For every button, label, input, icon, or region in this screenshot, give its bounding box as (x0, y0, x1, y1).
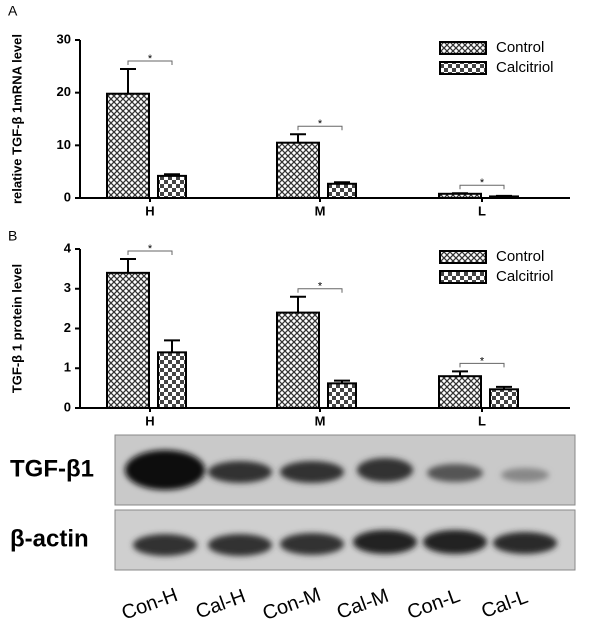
x-tick-label: M (315, 203, 326, 218)
bar (438, 192, 482, 199)
error-bar (452, 192, 468, 195)
significance-bracket (459, 362, 505, 368)
x-tick-label: M (315, 413, 326, 428)
blot-row-label: β-actin (10, 525, 89, 552)
legend-swatch (439, 270, 487, 284)
significance-bracket (297, 125, 343, 131)
bar (157, 351, 187, 410)
error-bar (496, 194, 512, 197)
x-tick-label: H (145, 413, 154, 428)
error-bar (290, 295, 306, 313)
panel-label: A (8, 3, 18, 19)
error-bar (334, 181, 350, 184)
bar (438, 375, 482, 410)
x-tick-label: H (145, 203, 154, 218)
x-tick-label: L (478, 413, 486, 428)
error-bar (120, 257, 136, 273)
y-tick-label: 20 (57, 84, 71, 99)
y-tick-label: 4 (64, 240, 72, 255)
western-blot: TGF-β1 β-actin (10, 434, 576, 571)
y-axis-label: relative TGF-β 1mRNA level (9, 34, 24, 204)
legend-swatch (439, 250, 487, 264)
x-tick-label: L (478, 203, 486, 218)
significance-bracket (127, 60, 173, 65)
significance-mark: * (148, 243, 153, 255)
y-tick-label: 10 (57, 137, 71, 152)
error-bar (452, 370, 468, 377)
legend-swatch (439, 61, 487, 75)
y-tick-label: 30 (57, 31, 71, 46)
error-bar (164, 173, 180, 176)
significance-bracket (127, 250, 173, 255)
bar (489, 388, 519, 410)
bar (157, 174, 187, 200)
y-tick-label: 1 (64, 360, 71, 375)
lane-label: Con-L (404, 585, 463, 624)
bar (327, 382, 357, 410)
bar (106, 271, 150, 409)
error-bar (496, 385, 512, 390)
lane-label: Cal-M (334, 585, 392, 624)
significance-mark: * (318, 118, 323, 130)
y-axis-label: TGF-β 1 protein level (9, 264, 24, 393)
bar (106, 92, 150, 199)
y-tick-label: 3 (64, 280, 71, 295)
panel-label: B (8, 228, 17, 244)
legend-label: Control (496, 39, 544, 56)
lane-label: Cal-L (479, 586, 531, 623)
error-bar (120, 67, 136, 94)
bands (125, 450, 557, 556)
error-bar (334, 379, 350, 384)
significance-mark: * (148, 53, 153, 65)
significance-mark: * (480, 355, 485, 367)
error-bar (164, 339, 180, 353)
bar (276, 141, 320, 199)
significance-bracket (459, 184, 505, 190)
significance-mark: * (318, 281, 323, 293)
y-tick-label: 0 (64, 189, 71, 204)
legend-swatch (439, 41, 487, 55)
legend-label: Calcitriol (496, 59, 554, 76)
bar (276, 311, 320, 410)
y-tick-label: 2 (64, 320, 71, 335)
lane-label: Cal-H (193, 585, 249, 623)
bar (327, 182, 357, 199)
lane-label: Con-H (119, 584, 181, 624)
y-tick-label: 0 (64, 399, 71, 414)
legend-label: Control (496, 248, 544, 265)
lane-label: Con-M (260, 584, 324, 625)
blot-row-label: TGF-β1 (10, 455, 94, 482)
significance-bracket (297, 288, 343, 293)
error-bar (290, 133, 306, 143)
significance-mark: * (480, 177, 485, 189)
legend-label: Calcitriol (496, 268, 554, 285)
